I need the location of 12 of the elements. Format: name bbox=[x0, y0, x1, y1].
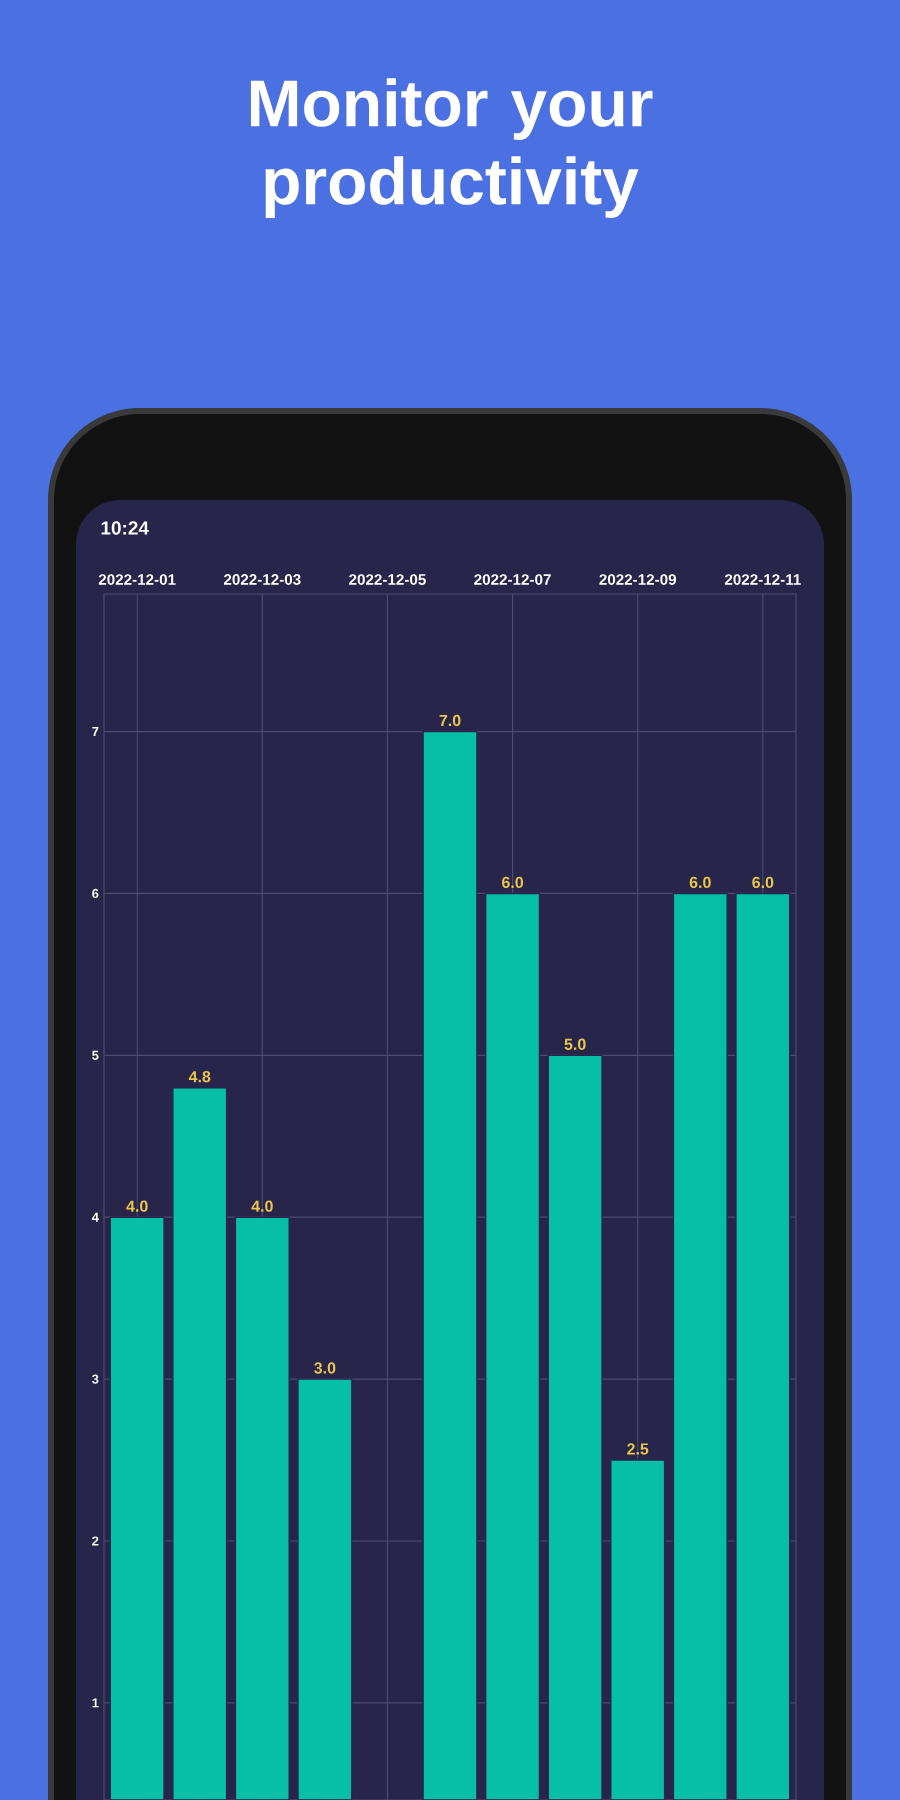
chart-title: Monitor your productivity bbox=[250, 78, 653, 218]
data-label: 2.5 bbox=[627, 1443, 649, 1455]
data-label: 7.0 bbox=[439, 714, 461, 727]
data-label: 4.0 bbox=[251, 1200, 273, 1212]
data-label: 5.0 bbox=[564, 1038, 586, 1050]
data-label: 6.0 bbox=[502, 876, 524, 889]
text: 10:24 bbox=[101, 521, 149, 535]
data-label: 6.0 bbox=[752, 876, 774, 889]
data-label: 4.8 bbox=[188, 1071, 211, 1083]
data-label: 4.0 bbox=[126, 1200, 148, 1212]
data-label: 3.0 bbox=[314, 1362, 336, 1374]
data-label: 6.0 bbox=[689, 876, 711, 889]
